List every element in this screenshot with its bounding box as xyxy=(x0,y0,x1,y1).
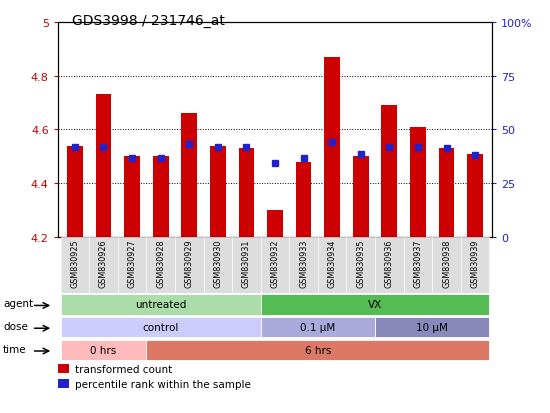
Bar xyxy=(261,317,375,337)
Bar xyxy=(89,237,118,293)
Bar xyxy=(261,237,289,293)
Text: GDS3998 / 231746_at: GDS3998 / 231746_at xyxy=(72,14,224,28)
Bar xyxy=(318,237,346,293)
Text: GSM830933: GSM830933 xyxy=(299,239,308,287)
Text: VX: VX xyxy=(368,299,382,310)
Bar xyxy=(146,237,175,293)
Text: GSM830938: GSM830938 xyxy=(442,239,451,287)
Bar xyxy=(468,154,483,237)
Bar xyxy=(239,149,254,237)
Bar xyxy=(118,237,146,293)
Text: GSM830935: GSM830935 xyxy=(356,239,365,287)
Bar xyxy=(60,340,146,360)
Bar xyxy=(404,237,432,293)
Bar xyxy=(353,157,369,237)
Text: 0 hrs: 0 hrs xyxy=(90,345,117,355)
Bar xyxy=(232,237,261,293)
Text: GSM830929: GSM830929 xyxy=(185,239,194,288)
Bar xyxy=(375,237,404,293)
Bar xyxy=(60,294,261,315)
Text: GSM830937: GSM830937 xyxy=(414,239,422,287)
Text: GSM830939: GSM830939 xyxy=(471,239,480,287)
Bar xyxy=(410,127,426,237)
Text: control: control xyxy=(142,322,179,332)
Bar xyxy=(210,146,225,237)
Text: 0.1 μM: 0.1 μM xyxy=(300,322,336,332)
Bar xyxy=(267,211,283,237)
Bar xyxy=(96,95,111,237)
Bar xyxy=(346,237,375,293)
Bar xyxy=(324,58,340,237)
Text: GSM830925: GSM830925 xyxy=(70,239,79,288)
Text: dose: dose xyxy=(3,321,28,331)
Text: GSM830936: GSM830936 xyxy=(385,239,394,287)
Bar xyxy=(58,364,69,373)
Text: transformed count: transformed count xyxy=(75,364,172,374)
Bar xyxy=(375,317,490,337)
Bar xyxy=(124,157,140,237)
Bar xyxy=(296,162,311,237)
Text: percentile rank within the sample: percentile rank within the sample xyxy=(75,379,251,389)
Text: GSM830932: GSM830932 xyxy=(271,239,279,287)
Bar xyxy=(58,379,69,388)
Text: GSM830926: GSM830926 xyxy=(99,239,108,287)
Bar xyxy=(289,237,318,293)
Bar xyxy=(382,106,397,237)
Bar xyxy=(461,237,490,293)
Text: 10 μM: 10 μM xyxy=(416,322,448,332)
Text: GSM830931: GSM830931 xyxy=(242,239,251,287)
Bar xyxy=(153,157,168,237)
Bar xyxy=(60,317,261,337)
Bar xyxy=(204,237,232,293)
Text: GSM830934: GSM830934 xyxy=(328,239,337,287)
Text: untreated: untreated xyxy=(135,299,186,310)
Bar xyxy=(261,294,490,315)
Text: agent: agent xyxy=(3,299,33,309)
Text: GSM830927: GSM830927 xyxy=(128,239,136,288)
Bar xyxy=(439,149,454,237)
Text: time: time xyxy=(3,344,26,354)
Text: 6 hrs: 6 hrs xyxy=(305,345,331,355)
Text: GSM830930: GSM830930 xyxy=(213,239,222,287)
Bar xyxy=(175,237,204,293)
Bar xyxy=(146,340,490,360)
Bar xyxy=(60,237,89,293)
Bar xyxy=(432,237,461,293)
Text: GSM830928: GSM830928 xyxy=(156,239,165,287)
Bar xyxy=(182,114,197,237)
Bar xyxy=(67,146,82,237)
